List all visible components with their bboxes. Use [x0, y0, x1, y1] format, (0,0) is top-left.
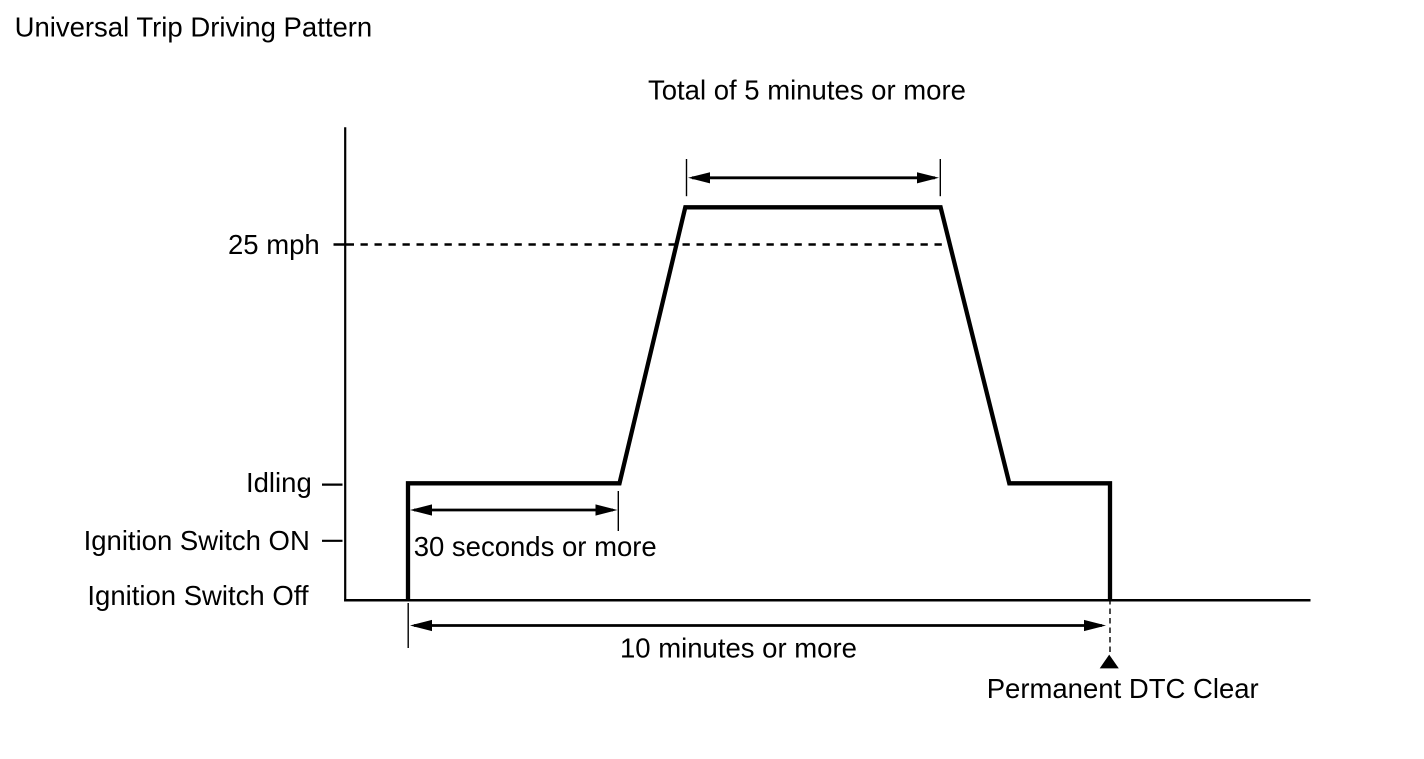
svg-text:Idling: Idling — [246, 467, 312, 498]
svg-text:10 minutes or more: 10 minutes or more — [620, 633, 857, 664]
svg-text:Total of 5 minutes or more: Total of 5 minutes or more — [648, 74, 966, 105]
svg-text:Ignition Switch Off: Ignition Switch Off — [87, 580, 308, 611]
svg-text:Permanent DTC Clear: Permanent DTC Clear — [987, 673, 1259, 704]
svg-text:Universal Trip Driving Pattern: Universal Trip Driving Pattern — [15, 12, 373, 43]
svg-text:30 seconds or more: 30 seconds or more — [414, 531, 657, 562]
svg-text:Ignition Switch ON: Ignition Switch ON — [84, 525, 310, 556]
svg-text:25 mph: 25 mph — [228, 229, 320, 260]
